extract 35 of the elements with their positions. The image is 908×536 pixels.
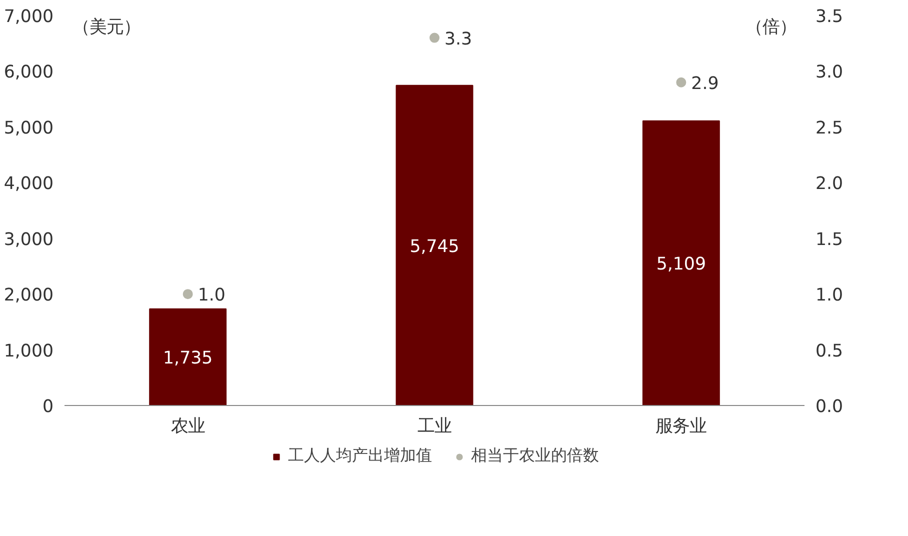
y-tick-label: 4,000 [4, 174, 54, 194]
y2-tick-label: 1.0 [816, 286, 844, 306]
y2-tick-label: 0.5 [816, 341, 844, 362]
data-label: 3.3 [444, 29, 472, 50]
x-tick-label: 工业 [418, 416, 452, 436]
y-tick-label: 5,000 [4, 118, 54, 138]
bar [149, 308, 227, 406]
x-tick-label: 农业 [170, 416, 205, 436]
y2-tick-label: 2.5 [816, 118, 844, 138]
bar [396, 84, 474, 406]
point [182, 289, 193, 300]
y-tick-label: 6,000 [4, 62, 54, 83]
point [430, 32, 440, 43]
y2-tick-label: 0.0 [816, 397, 844, 417]
y2-axis-title: （倍） [746, 18, 796, 38]
data-label: 5,745 [410, 236, 460, 257]
point [676, 77, 686, 88]
data-label: 1,735 [163, 348, 213, 369]
y2-tick-label: 1.5 [816, 230, 844, 250]
y-tick-label: 2,000 [4, 286, 54, 306]
y-tick-label: 1,000 [4, 341, 54, 362]
y-axis-title: （美元） [72, 18, 140, 38]
data-label: 2.9 [691, 74, 719, 94]
y2-tick-label: 3.5 [816, 7, 844, 27]
y2-tick-label: 3.0 [816, 62, 844, 83]
y-tick-label: 0 [42, 397, 54, 417]
y2-tick-label: 2.0 [816, 174, 844, 194]
legend-label: 工人人均产出增加值 [288, 446, 432, 466]
y-tick-label: 7,000 [4, 7, 54, 27]
bar [642, 120, 720, 406]
x-tick-label: 服务业 [656, 416, 707, 436]
y-tick-label: 3,000 [4, 230, 54, 250]
data-label: 5,109 [656, 254, 706, 275]
data-label: 1.0 [198, 286, 226, 306]
legend-label: 相当于农业的倍数 [471, 446, 599, 466]
